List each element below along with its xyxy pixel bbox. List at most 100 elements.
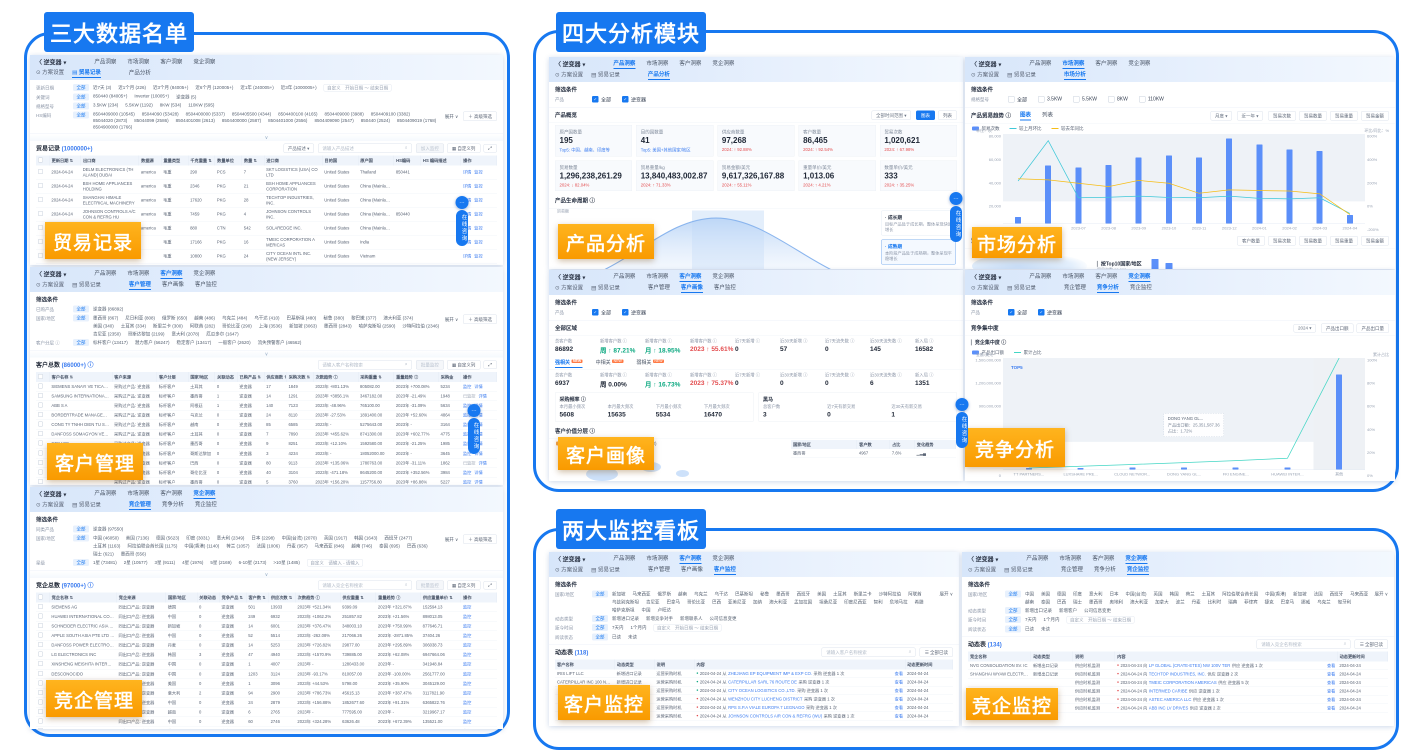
expand-toggle[interactable]: 展开 ∨	[444, 537, 459, 542]
filter-chip[interactable]: 墨西哥 (556)	[120, 551, 147, 557]
nav-item[interactable]: 产品分析	[647, 70, 670, 80]
column-header[interactable]: 数量单位	[214, 155, 242, 166]
filter-chip[interactable]: 公司信息变更	[1084, 608, 1112, 613]
filter-chip[interactable]: 波兰	[1175, 599, 1185, 605]
filter-all-chip[interactable]: 全部	[73, 102, 90, 110]
bar-column[interactable]	[1055, 358, 1107, 470]
action-link[interactable]: 监控	[462, 718, 472, 724]
bar-column[interactable]	[1274, 134, 1304, 224]
filter-chip[interactable]: 土耳其 (334)	[120, 323, 147, 329]
filter-chip[interactable]: 6-10星 (2173)	[238, 560, 267, 565]
filter-chip[interactable]: 马来西亚	[1350, 591, 1369, 597]
filter-all-chip[interactable]: 全部	[73, 84, 90, 91]
action-link[interactable]: 详情	[474, 479, 483, 485]
bar-column[interactable]	[1093, 134, 1123, 224]
checkbox-icon[interactable]	[38, 225, 43, 231]
filter-chip[interactable]: 墨西哥	[776, 591, 790, 597]
filter-chip[interactable]: 肯尼亚 (2350)	[93, 331, 121, 337]
filter-chip[interactable]: 乌克兰 (484)	[222, 315, 248, 321]
nav-item[interactable]: 客户管理	[647, 284, 670, 291]
filter-chip[interactable]: 挪威	[1301, 599, 1311, 605]
row-checkbox[interactable]	[36, 382, 50, 392]
filter-chip[interactable]: 上海 (3536)	[258, 323, 283, 329]
filter-all-chip[interactable]: 全部	[592, 615, 609, 622]
column-header[interactable]: 进口商	[264, 155, 323, 166]
content-link[interactable]: ASTEC AMERICA LLC	[1148, 697, 1192, 703]
content-link[interactable]: CATERPILLAR SARL 76 ROUTE DE	[728, 679, 797, 685]
table-row[interactable]: DANFOSS POWER ELECTRONICS A 同出口产品: 逆变器 丹麦 0…	[36, 640, 497, 651]
nav-item[interactable]: 产品洞察	[94, 270, 117, 277]
action-link[interactable]: 详情	[474, 469, 483, 475]
action-link[interactable]: 监控	[463, 422, 471, 427]
nav-item[interactable]: 竞企洞察	[712, 273, 735, 280]
checkbox-icon[interactable]	[38, 374, 43, 379]
bar-column[interactable]	[1305, 134, 1335, 224]
filter-chip[interactable]: 85044020 (2873)	[93, 118, 128, 123]
nav-item[interactable]: 产品洞察	[613, 59, 636, 69]
bar-column[interactable]	[1158, 358, 1210, 470]
legend-item[interactable]: 累计占比	[1014, 349, 1042, 356]
row-checkbox[interactable]	[36, 630, 50, 641]
table-row[interactable]: XINSHENG MEISHITA INTERNATIONA同出口产品: 逆变器…	[36, 659, 497, 670]
column-header[interactable]: 客户数	[856, 440, 891, 449]
filter-all-chip[interactable]: 全部	[73, 93, 90, 101]
row-checkbox[interactable]	[36, 716, 50, 727]
nav-item[interactable]: ▤ 贸易记录	[1004, 567, 1033, 573]
nav-item[interactable]: ⊙ 方案设置	[555, 567, 584, 573]
column-header[interactable]: HS 编码描述	[420, 155, 462, 166]
column-header[interactable]: 客户名称 ⇅	[49, 372, 113, 382]
filter-chip[interactable]: 稳定客户 (13417)	[176, 340, 212, 345]
filter-chip[interactable]: 美国 (340)	[93, 323, 114, 329]
content-link[interactable]: RPS S.P.A VIALE EUROPA 7 LEGNAGO	[728, 705, 805, 711]
filter-custom-range[interactable]: 自定义 请输入 - 请输入	[306, 559, 363, 567]
content-link[interactable]: INTERMED CARIBE	[1148, 688, 1188, 694]
collapse-strip[interactable]: ∨	[30, 571, 503, 578]
filter-all-chip[interactable]: 全部	[592, 590, 609, 598]
chat-widget[interactable]: ··· 在线咨询	[454, 196, 470, 246]
action-link[interactable]: 监控	[474, 225, 483, 231]
table-row[interactable]: APPLE SOUTH ASIA PTE LTD SG 同出口产品: 逆变器 中国 0…	[36, 630, 497, 641]
filter-chip[interactable]: 850440 (2524)	[360, 118, 391, 123]
filter-chip[interactable]: >10星 (1485)	[273, 560, 300, 565]
checkbox-icon[interactable]	[38, 211, 43, 217]
row-checkbox[interactable]	[36, 649, 50, 660]
view-link[interactable]: 查看	[1326, 688, 1336, 694]
table-row[interactable]: 2024-04-24 JOHNSON CONTROLS A/C CON & REF…	[36, 207, 497, 222]
filter-chip[interactable]: 坦桑尼亚	[819, 599, 838, 605]
bar-column[interactable]	[1154, 134, 1184, 224]
column-header[interactable]: 操作	[460, 372, 497, 382]
filter-chip[interactable]: 未读	[1041, 626, 1051, 632]
view-link[interactable]: 查看	[894, 696, 904, 702]
action-link[interactable]: 已监控	[462, 460, 476, 466]
filter-chip[interactable]: 瑞士 (621)	[93, 551, 114, 557]
checkbox-icon[interactable]	[38, 613, 43, 619]
filter-all-chip[interactable]: 全部	[1005, 607, 1022, 614]
checkbox-icon[interactable]	[38, 431, 43, 437]
filter-all-chip[interactable]: 全部	[592, 633, 609, 641]
filter-chip[interactable]: 英国	[1153, 591, 1163, 597]
nav-item[interactable]: 竞企洞察	[1125, 554, 1148, 564]
search-input[interactable]: 请输入客户名称搜索 ⌕	[821, 647, 916, 657]
filter-chip[interactable]: 已读	[1025, 626, 1035, 632]
action-link[interactable]: 监控	[462, 450, 472, 456]
company-name-cell[interactable]	[968, 678, 1031, 688]
column-header[interactable]: 国家/地区	[165, 592, 198, 603]
filter-chip[interactable]: 3星 (9111)	[154, 560, 176, 565]
relevance-tab[interactable]: 弱相关 NEW	[636, 359, 665, 366]
filter-chip[interactable]: 1个月内	[630, 625, 647, 630]
filter-all-chip[interactable]: 全部	[1005, 616, 1022, 623]
filter-chip[interactable]: 厄瓜多尔 (1647)	[206, 331, 239, 337]
filter-chip[interactable]: 泰国 (695)	[379, 543, 400, 549]
table-row[interactable]: 2024-04-24 BSH HOME APPLIANCES HOLDING ame…	[36, 179, 497, 194]
filter-chip[interactable]: 中国 (46050)	[93, 535, 119, 541]
view-link[interactable]: 查看	[894, 671, 904, 676]
table-row[interactable]: HUAWEI INTERNATIONAL CO. LIM 同出口产品: 逆变器 中国…	[36, 611, 497, 622]
column-header[interactable]: 关联动态	[197, 592, 220, 603]
filter-chip[interactable]: 巴西 (636)	[406, 543, 428, 549]
filter-chip[interactable]: 菲律宾	[1244, 599, 1258, 605]
filter-chip[interactable]: 哥伦比亚	[687, 599, 706, 605]
checkbox-icon[interactable]	[38, 450, 43, 456]
row-checkbox[interactable]	[36, 438, 50, 449]
nav-item[interactable]: 竞争分析	[161, 501, 184, 508]
row-checkbox[interactable]	[36, 467, 50, 478]
